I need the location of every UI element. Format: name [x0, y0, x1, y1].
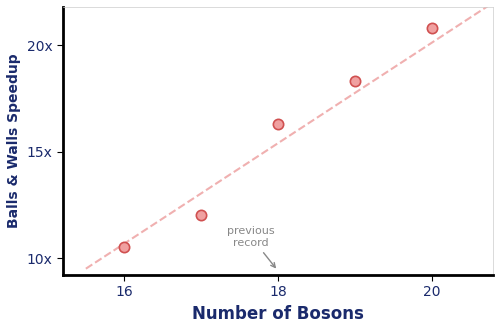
Point [351, 79, 359, 84]
Point [274, 121, 282, 127]
Point [197, 213, 205, 218]
Point [120, 245, 128, 250]
Y-axis label: Balls & Walls Speedup: Balls & Walls Speedup [7, 54, 21, 228]
Text: previous
record: previous record [227, 226, 275, 267]
X-axis label: Number of Bosons: Number of Bosons [192, 305, 364, 323]
Point [428, 26, 436, 31]
